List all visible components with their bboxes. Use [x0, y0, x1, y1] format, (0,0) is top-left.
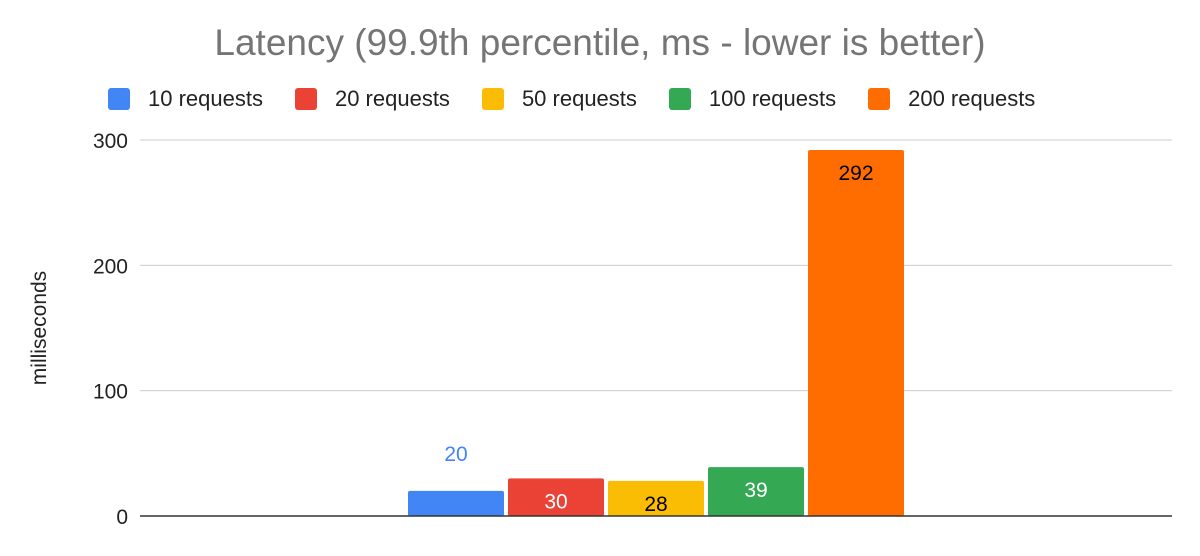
- legend: 10 requests 20 requests 50 requests 100 …: [108, 84, 1067, 114]
- data-label: 20: [444, 443, 467, 466]
- data-label: 292: [838, 162, 873, 185]
- legend-item-100-requests[interactable]: 100 requests: [668, 86, 837, 112]
- bar: [708, 467, 804, 516]
- legend-item-200-requests[interactable]: 200 requests: [868, 86, 1035, 112]
- legend-swatch: [294, 88, 317, 110]
- data-label: 30: [544, 490, 567, 513]
- chart-title: Latency (99.9th percentile, ms - lower i…: [214, 22, 986, 63]
- legend-label: 20 requests: [334, 86, 450, 111]
- bar: [408, 490, 504, 516]
- y-tick-label: 200: [93, 255, 128, 278]
- legend-label: 200 requests: [908, 86, 1036, 111]
- data-label: 39: [744, 479, 767, 502]
- legend-item-20-requests[interactable]: 20 requests: [294, 86, 450, 112]
- legend-label: 50 requests: [521, 86, 637, 111]
- data-label: 28: [644, 493, 667, 516]
- legend-item-50-requests[interactable]: 50 requests: [481, 86, 637, 112]
- legend-label: 100 requests: [708, 86, 837, 111]
- bar: [608, 480, 704, 516]
- y-tick-label: 300: [93, 130, 128, 153]
- legend-swatch: [108, 88, 130, 110]
- bar: [808, 150, 904, 516]
- legend-swatch: [481, 88, 504, 110]
- legend-label: 10 requests: [148, 86, 263, 111]
- y-tick-label: 0: [116, 506, 128, 529]
- bar: [508, 478, 604, 516]
- legend-swatch: [868, 88, 891, 110]
- y-tick-label: 100: [93, 381, 128, 404]
- legend-swatch: [668, 88, 691, 110]
- legend-item-10-requests[interactable]: 10 requests: [108, 86, 263, 112]
